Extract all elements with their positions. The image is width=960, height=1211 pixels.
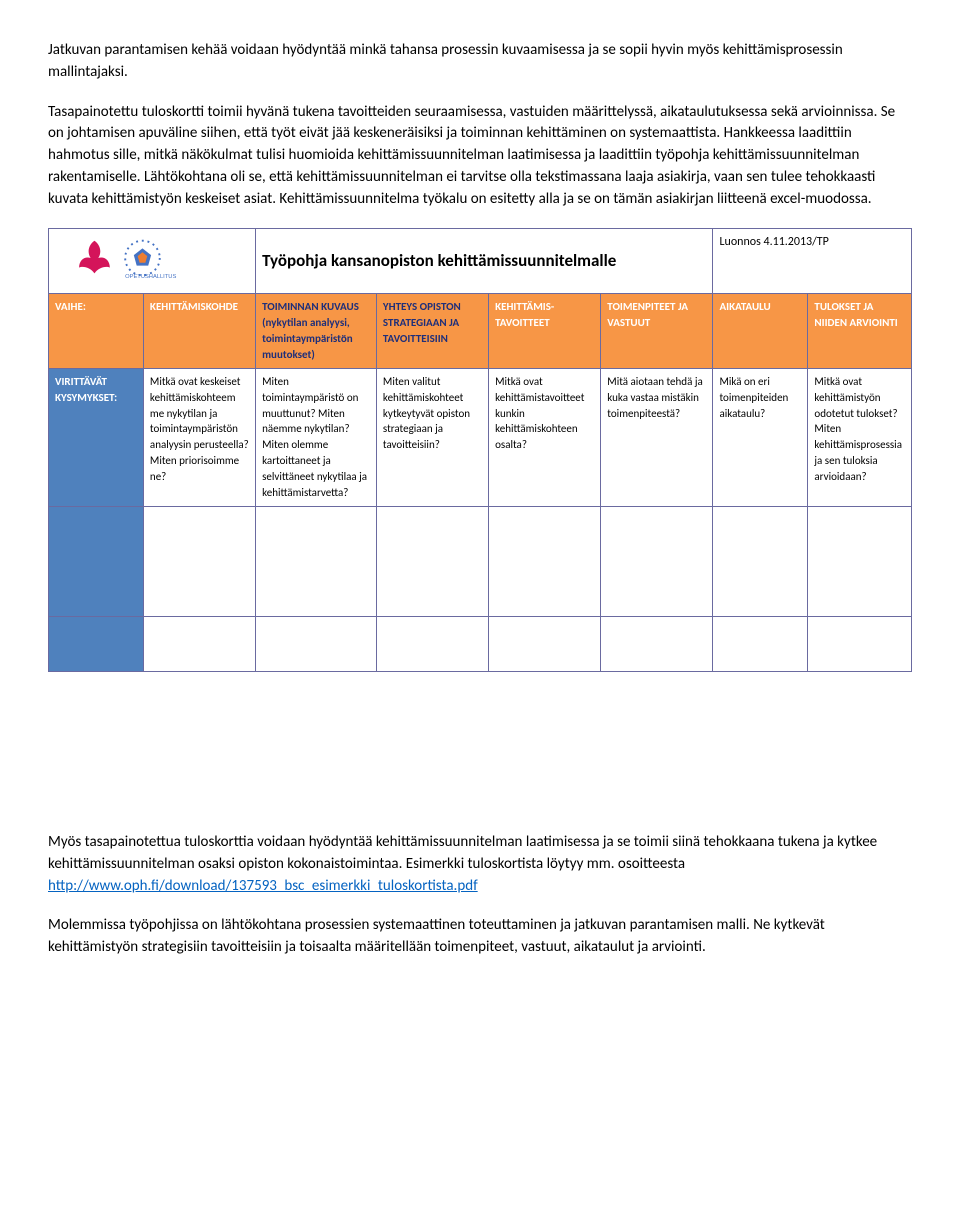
question-c7: Mitkä ovat kehittämistyön odotetut tulok… <box>808 368 912 507</box>
table-empty-row-2 <box>49 617 912 672</box>
table-header-row: VAIHE: KEHITTÄMISKOHDE TOIMINNAN KUVAUS … <box>49 293 912 368</box>
header-kuvaus: TOIMINNAN KUVAUS (nykytilan analyysi, to… <box>256 293 377 368</box>
spacer <box>48 692 912 832</box>
question-c4: Mitkä ovat kehittämistavoitteet kunkin k… <box>489 368 601 507</box>
svg-text:OPETUSHALLITUS: OPETUSHALLITUS <box>125 274 176 280</box>
table-date: Luonnos 4.11.2013/TP <box>713 229 912 294</box>
question-c3: Miten valitut kehittämiskohteet kytkeyty… <box>376 368 488 507</box>
paragraph-1: Jatkuvan parantamisen kehää voidaan hyöd… <box>48 40 912 84</box>
link-oph[interactable]: http://www.oph.fi/download/137593_bsc_es… <box>48 877 478 895</box>
table-empty-row-1 <box>49 507 912 617</box>
header-toimenpiteet: TOIMENPITEET JA VASTUUT <box>601 293 713 368</box>
paragraph-3: Myös tasapainotettua tuloskorttia voidaa… <box>48 832 912 897</box>
question-c5: Mitä aiotaan tehdä ja kuka vastaa mistäk… <box>601 368 713 507</box>
header-aikataulu: AIKATAULU <box>713 293 808 368</box>
header-tavoitteet: KEHITTÄMIS-TAVOITTEET <box>489 293 601 368</box>
table-title-row: OPETUSHALLITUS Työpohja kansanopiston ke… <box>49 229 912 294</box>
paragraph-2: Tasapainotettu tuloskortti toimii hyvänä… <box>48 102 912 211</box>
header-vaihe: VAIHE: <box>49 293 144 368</box>
header-tulokset: TULOKSET JA NIIDEN ARVIOINTI <box>808 293 912 368</box>
question-c6: Mikä on eri toimenpiteiden aikataulu? <box>713 368 808 507</box>
question-c1: Mitkä ovat keskeiset kehittämiskohteem m… <box>143 368 255 507</box>
table-questions-row: VIRITTÄVÄT KYSYMYKSET: Mitkä ovat keskei… <box>49 368 912 507</box>
question-c2: Miten toimintaympäristö on muuttunut? Mi… <box>256 368 377 507</box>
table-title: Työpohja kansanopiston kehittämissuunnit… <box>256 229 713 294</box>
questions-label: VIRITTÄVÄT KYSYMYKSET: <box>49 368 144 507</box>
logo-icon: OPETUSHALLITUS <box>55 234 249 282</box>
table-container: OPETUSHALLITUS Työpohja kansanopiston ke… <box>48 228 912 672</box>
header-yhteys: YHTEYS OPISTON STRATEGIAAN JA TAVOITTEIS… <box>376 293 488 368</box>
development-plan-table: OPETUSHALLITUS Työpohja kansanopiston ke… <box>48 228 912 672</box>
header-kohde: KEHITTÄMISKOHDE <box>143 293 255 368</box>
logo-cell: OPETUSHALLITUS <box>49 229 256 294</box>
paragraph-4: Molemmissa työpohjissa on lähtökohtana p… <box>48 915 912 959</box>
paragraph-3-text: Myös tasapainotettua tuloskorttia voidaa… <box>48 833 877 873</box>
